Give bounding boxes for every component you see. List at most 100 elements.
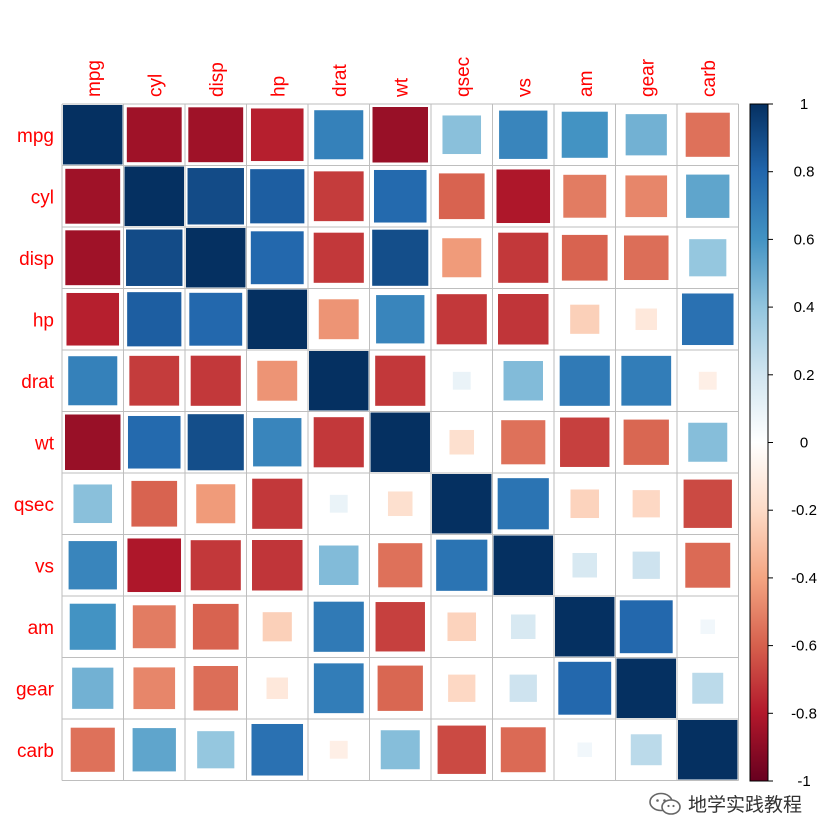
cell-drat-wt	[375, 355, 426, 406]
cell-mpg-hp	[250, 108, 304, 162]
cell-vs-hp	[252, 540, 303, 591]
cell-qsec-am	[570, 489, 600, 519]
cell-drat-am	[559, 355, 610, 406]
cell-gear-hp	[266, 677, 288, 699]
cell-vs-cyl	[127, 538, 182, 593]
cell-vs-wt	[378, 543, 423, 588]
column-label-carb: carb	[699, 60, 720, 97]
cell-vs-am	[572, 552, 598, 578]
cell-carb-qsec	[437, 725, 486, 774]
row-label-carb: carb	[17, 741, 54, 762]
cell-drat-vs	[503, 361, 543, 401]
cell-disp-mpg	[65, 230, 121, 286]
cell-carb-hp	[251, 723, 304, 776]
grid-lines	[61, 103, 739, 781]
cell-drat-gear	[621, 355, 672, 406]
column-label-drat: drat	[330, 64, 351, 97]
cell-cyl-hp	[250, 169, 305, 224]
row-label-gear: gear	[16, 679, 55, 700]
cell-carb-disp	[197, 731, 235, 769]
cell-drat-qsec	[452, 371, 471, 390]
row-label-drat: drat	[21, 372, 54, 393]
cell-wt-drat	[313, 417, 364, 468]
cell-vs-drat	[319, 545, 359, 585]
cell-hp-carb	[681, 293, 734, 346]
cell-vs-qsec	[436, 539, 488, 591]
cell-cyl-vs	[496, 169, 551, 224]
cell-qsec-cyl	[131, 480, 178, 527]
cell-wt-gear	[623, 419, 669, 465]
cell-mpg-mpg	[63, 105, 123, 165]
cell-vs-carb	[685, 542, 731, 588]
color-legend: 1 0.8 0.6 0.4 0.2 0 -0.2 -0.4 -0.6 -0.8 -1	[749, 96, 817, 790]
cell-qsec-qsec	[432, 474, 492, 534]
row-label-am: am	[28, 618, 54, 639]
column-label-disp: disp	[207, 62, 228, 97]
cell-carb-mpg	[70, 727, 115, 772]
cell-disp-carb	[689, 239, 727, 277]
cell-disp-drat	[313, 232, 364, 283]
cell-wt-hp	[253, 418, 302, 467]
cell-hp-wt	[376, 295, 425, 344]
cell-wt-am	[560, 417, 610, 467]
cell-mpg-carb	[685, 112, 730, 157]
row-label-hp: hp	[33, 310, 54, 331]
cell-vs-gear	[632, 551, 660, 579]
cell-gear-qsec	[448, 674, 476, 702]
cell-qsec-vs	[497, 478, 549, 530]
cell-carb-gear	[630, 734, 662, 766]
cell-cyl-wt	[373, 169, 427, 223]
cell-drat-disp	[190, 355, 241, 406]
cell-drat-hp	[257, 360, 298, 401]
cell-carb-vs	[500, 727, 546, 773]
wechat-icon	[649, 792, 681, 815]
watermark-text: 地学实践教程	[688, 794, 803, 816]
correlation-cells	[63, 105, 738, 780]
row-label-vs: vs	[35, 556, 54, 577]
cell-gear-cyl	[133, 667, 176, 710]
color-legend-tick-label: -1	[797, 773, 810, 790]
column-label-gear: gear	[637, 58, 658, 97]
cell-am-cyl	[132, 605, 176, 649]
color-legend-tick-label: 0.4	[794, 299, 815, 316]
column-label-vs: vs	[514, 78, 535, 97]
row-labels: mpg cyl disp hp drat wt qsec vs am gear carb	[14, 126, 55, 762]
cell-qsec-mpg	[73, 484, 113, 524]
cell-wt-qsec	[449, 429, 475, 455]
cell-vs-mpg	[68, 541, 117, 590]
cell-gear-vs	[509, 674, 537, 702]
cell-hp-qsec	[436, 294, 487, 345]
color-legend-bar	[750, 104, 768, 781]
cell-cyl-drat	[313, 171, 364, 222]
cell-drat-cyl	[129, 355, 180, 406]
color-legend-tick-label: 0.8	[794, 164, 815, 181]
cell-hp-disp	[189, 292, 243, 346]
cell-hp-gear	[635, 308, 657, 330]
cell-wt-mpg	[65, 414, 121, 470]
color-legend-tick-label: -0.2	[791, 502, 817, 519]
column-label-mpg: mpg	[84, 60, 105, 97]
cell-vs-vs	[493, 535, 553, 595]
column-label-qsec: qsec	[453, 57, 474, 97]
cell-mpg-wt	[372, 107, 428, 163]
cell-mpg-disp	[188, 107, 244, 163]
cell-drat-mpg	[68, 356, 118, 406]
cell-cyl-disp	[187, 168, 244, 225]
cell-wt-wt	[370, 412, 430, 472]
cell-qsec-gear	[632, 490, 660, 518]
row-label-wt: wt	[34, 433, 55, 454]
cell-hp-drat	[318, 299, 359, 340]
row-label-qsec: qsec	[14, 495, 54, 516]
cell-mpg-gear	[625, 114, 667, 156]
cell-disp-hp	[250, 231, 304, 285]
cell-am-mpg	[69, 603, 116, 650]
cell-qsec-carb	[683, 479, 732, 528]
cell-wt-vs	[501, 420, 546, 465]
cell-carb-wt	[380, 730, 420, 770]
cell-am-vs	[510, 614, 536, 640]
row-label-disp: disp	[19, 249, 54, 270]
column-label-am: am	[576, 71, 597, 97]
cell-hp-vs	[498, 294, 549, 345]
cell-qsec-wt	[387, 491, 413, 517]
